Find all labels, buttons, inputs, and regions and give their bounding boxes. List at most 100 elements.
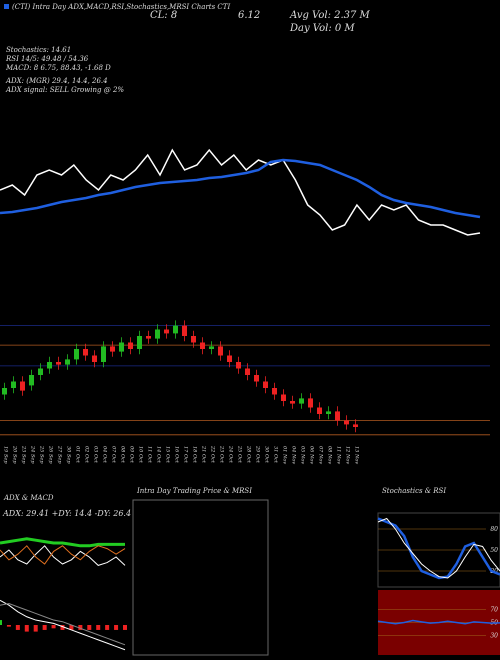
- histogram-bar: [69, 625, 74, 630]
- x-tick-label: 16 Oct: [174, 446, 180, 464]
- candle-body: [353, 424, 358, 427]
- y-tick-label: 80: [490, 526, 498, 533]
- y-tick-label: 50: [490, 547, 498, 554]
- candle-body: [200, 342, 205, 349]
- y-tick-label: 70: [490, 607, 498, 614]
- candle-body: [146, 336, 151, 339]
- x-tick-label: 07 Oct: [111, 446, 117, 464]
- histogram-bar: [78, 625, 83, 630]
- panel-title: Intra Day Trading Price & MRSI: [136, 487, 252, 495]
- series-line: [0, 148, 481, 236]
- candle-body: [65, 359, 70, 365]
- x-tick-label: 13 Nov: [354, 446, 360, 464]
- x-tick-label: 11 Nov: [336, 446, 342, 464]
- x-tick-label: 20 Sep: [12, 445, 18, 464]
- x-tick-label: 03 Oct: [93, 446, 99, 464]
- candle-body: [281, 394, 286, 401]
- x-tick-label: 25 Sep: [39, 445, 45, 464]
- x-tick-label: 24 Oct: [228, 445, 234, 464]
- x-tick-label: 10 Oct: [138, 446, 144, 464]
- candle-body: [29, 375, 34, 386]
- x-tick-label: 07 Nov: [318, 446, 324, 464]
- panel-label: ADX: 29.41 +DY: 14.4 -DY: 26.4: [2, 509, 131, 518]
- x-tick-label: 08 Nov: [327, 446, 333, 464]
- x-tick-label: 18 Oct: [192, 446, 198, 464]
- histogram-bar: [87, 625, 92, 630]
- x-tick-label: 15 Oct: [165, 446, 171, 464]
- candle-body: [218, 346, 223, 356]
- histogram-bar: [0, 620, 2, 625]
- series-line: [377, 517, 500, 579]
- series-line: [0, 537, 125, 548]
- candle-body: [92, 355, 97, 362]
- x-tick-label: 30 Sep: [66, 446, 72, 464]
- candle-body: [173, 325, 178, 334]
- x-tick-label: 31 Oct: [273, 446, 279, 464]
- x-tick-label: 21 Oct: [201, 445, 207, 464]
- x-tick-label: 23 Oct: [219, 445, 225, 464]
- candle-body: [2, 388, 7, 395]
- series-line: [0, 545, 126, 565]
- candle-body: [227, 355, 232, 362]
- x-tick-label: 04 Oct: [102, 446, 108, 464]
- histogram-bar: [6, 625, 11, 627]
- day-vol: Day Vol: 0 M: [289, 23, 355, 34]
- x-tick-label: 04 Nov: [291, 446, 297, 464]
- candle-body: [38, 368, 43, 375]
- histogram-bar: [114, 625, 119, 630]
- header-title: (CTI) Intra Day ADX,MACD,RSI,Stochastics…: [12, 3, 230, 11]
- x-tick-label: 08 Oct: [120, 446, 126, 464]
- candle-body: [317, 407, 322, 414]
- series-line: [377, 517, 500, 580]
- series-line: [0, 158, 481, 219]
- candle-body: [83, 349, 88, 356]
- rsi-info: RSI 14/5: 49.48 / 54.36: [5, 55, 89, 63]
- candle-body: [182, 325, 187, 336]
- candle-body: [263, 381, 268, 388]
- x-tick-label: 26 Sep: [48, 445, 54, 464]
- macd-info: MACD: 8 6.75, 88.43, -1.68 D: [5, 64, 111, 72]
- candle-body: [137, 336, 142, 349]
- panel-title: ADX & MACD: [3, 494, 54, 502]
- x-tick-label: 06 Nov: [309, 446, 315, 464]
- legend-swatch: [4, 4, 9, 9]
- histogram-bar: [105, 625, 110, 630]
- candle-body: [209, 346, 214, 349]
- x-tick-label: 19 Sep: [3, 446, 9, 464]
- x-tick-label: 27 Sep: [57, 445, 63, 464]
- series-line: [0, 599, 126, 651]
- price: 6.12: [238, 10, 260, 21]
- avg-vol: Avg Vol: 2.37 M: [289, 10, 371, 21]
- candle-body: [74, 349, 79, 360]
- close: CL: 8: [150, 10, 177, 21]
- histogram-bar: [60, 625, 65, 630]
- candle-body: [11, 381, 16, 388]
- histogram-bar: [123, 625, 127, 630]
- histogram-bar: [42, 625, 47, 630]
- x-tick-label: 29 Oct: [255, 445, 261, 464]
- series-line: [377, 619, 500, 625]
- candle-body: [47, 362, 52, 369]
- x-tick-label: 24 Sep: [30, 445, 36, 464]
- histogram-bar: [96, 625, 101, 630]
- x-tick-label: 02 Oct: [84, 446, 90, 464]
- x-tick-label: 22 Oct: [210, 445, 216, 464]
- candle-body: [272, 388, 277, 395]
- adx-info: ADX: (MGR) 29.4, 14.4, 26.4: [5, 77, 108, 85]
- candle-body: [155, 329, 160, 339]
- candle-body: [56, 362, 61, 365]
- x-tick-label: 12 Nov: [345, 446, 351, 464]
- candle-body: [164, 329, 169, 334]
- x-tick-label: 23 Sep: [21, 445, 27, 464]
- stoch-info: Stochastics: 14.61: [6, 46, 71, 54]
- candle-body: [344, 420, 349, 425]
- candle-body: [308, 398, 313, 408]
- x-tick-label: 01 Nov: [282, 446, 288, 464]
- candle-body: [254, 375, 259, 382]
- x-tick-label: 25 Oct: [237, 445, 243, 464]
- series-line: [0, 545, 126, 566]
- candle-body: [335, 411, 340, 421]
- x-tick-label: 28 Oct: [246, 445, 252, 464]
- panel-title: Stochastics & RSI: [382, 487, 446, 495]
